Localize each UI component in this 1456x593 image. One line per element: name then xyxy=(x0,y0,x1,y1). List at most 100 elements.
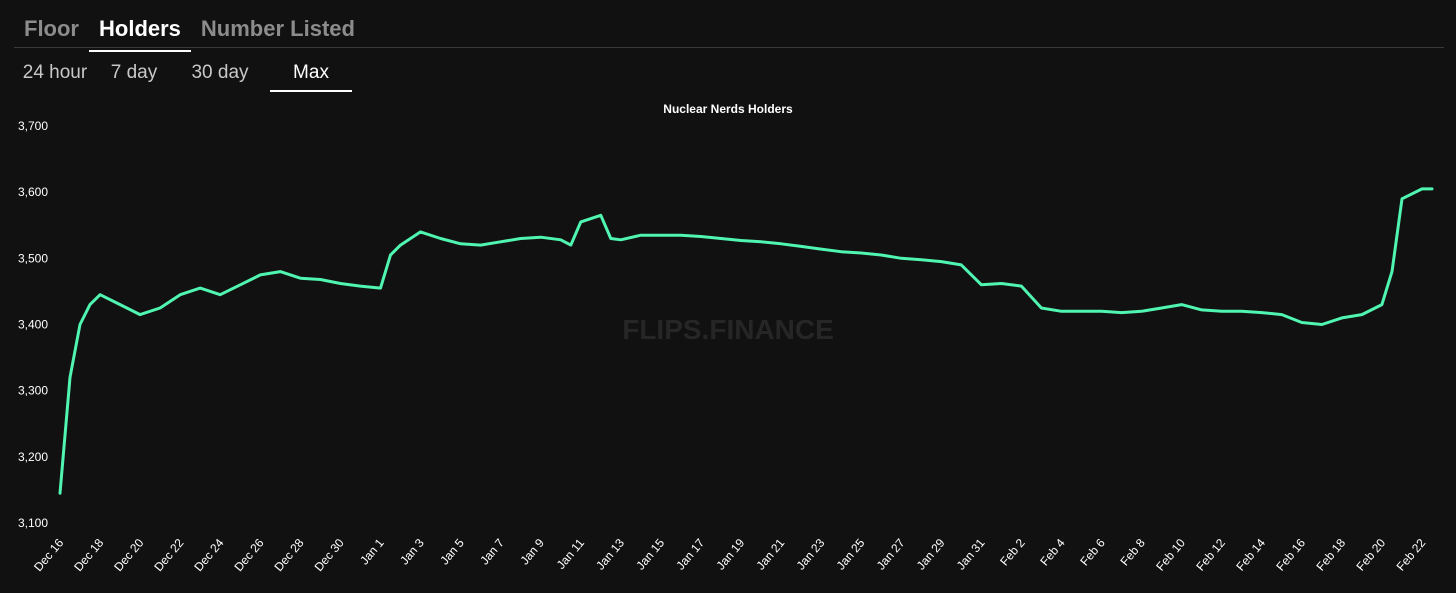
range-max[interactable]: Max xyxy=(270,60,352,92)
data-point xyxy=(58,492,62,495)
data-point xyxy=(599,214,602,217)
data-point xyxy=(1220,310,1223,313)
chart-title: Nuclear Nerds Holders xyxy=(663,102,793,116)
data-point xyxy=(1180,303,1183,306)
x-tick-label: Feb 6 xyxy=(1077,536,1108,569)
data-point xyxy=(1280,313,1284,316)
data-point xyxy=(920,258,923,261)
data-point xyxy=(819,247,823,251)
data-point xyxy=(960,263,963,267)
data-point xyxy=(1240,310,1243,313)
data-point xyxy=(860,251,863,255)
data-point xyxy=(1400,197,1404,200)
y-tick-label: 3,200 xyxy=(18,450,48,464)
x-tick-label: Dec 28 xyxy=(271,536,306,574)
data-point xyxy=(1080,310,1083,313)
series-group xyxy=(58,187,1434,495)
data-point xyxy=(900,257,903,260)
tab-number-listed[interactable]: Number Listed xyxy=(200,16,355,41)
data-point xyxy=(399,243,402,247)
y-tick-label: 3,600 xyxy=(18,185,48,199)
y-tick-label: 3,700 xyxy=(18,119,48,133)
data-point xyxy=(1060,310,1063,313)
data-point xyxy=(1200,308,1203,312)
x-tick-label: Jan 31 xyxy=(954,536,988,573)
x-tick-label: Dec 30 xyxy=(312,536,347,574)
holders-chart: Nuclear Nerds Holders FLIPS.FINANCE 3,10… xyxy=(18,102,1434,574)
data-point xyxy=(880,253,883,257)
range-24-hour[interactable]: 24 hour xyxy=(22,62,88,83)
data-point xyxy=(419,230,422,234)
data-point xyxy=(739,239,743,242)
x-tick-label: Jan 7 xyxy=(477,536,507,568)
data-point xyxy=(239,283,242,286)
data-point xyxy=(379,286,382,290)
x-tick-label: Jan 1 xyxy=(357,536,387,568)
data-point xyxy=(1430,187,1434,191)
data-point xyxy=(940,260,943,263)
data-point xyxy=(1040,306,1043,310)
metric-tabs: Floor Holders Number Listed xyxy=(14,14,365,52)
data-point xyxy=(559,238,562,241)
data-point xyxy=(319,278,322,281)
data-point xyxy=(839,250,843,253)
y-axis: 3,100 3,200 3,300 3,400 3,500 3,600 3,700 xyxy=(18,119,48,530)
y-tick-label: 3,500 xyxy=(18,251,48,265)
data-point xyxy=(439,237,442,240)
data-point xyxy=(1000,282,1003,285)
x-tick-label: Jan 25 xyxy=(834,536,868,573)
data-point xyxy=(519,237,522,240)
y-tick-label: 3,300 xyxy=(18,384,48,398)
x-tick-label: Jan 21 xyxy=(753,536,787,573)
x-tick-label: Feb 8 xyxy=(1117,536,1148,569)
x-tick-label: Dec 22 xyxy=(151,536,186,574)
x-tick-label: Jan 3 xyxy=(397,536,427,568)
x-axis: Dec 16 Dec 18 Dec 20 Dec 22 Dec 24 Dec 26 Dec … xyxy=(31,536,1428,574)
y-tick-label: 3,100 xyxy=(18,516,48,530)
data-point xyxy=(98,293,102,296)
data-point xyxy=(219,293,222,296)
data-point xyxy=(1420,187,1424,191)
x-tick-label: Feb 4 xyxy=(1037,536,1068,569)
x-tick-label: Feb 20 xyxy=(1354,536,1389,574)
data-point xyxy=(359,284,362,288)
x-tick-label: Dec 16 xyxy=(31,536,66,574)
data-point xyxy=(799,245,803,248)
data-point xyxy=(699,235,703,238)
tab-floor[interactable]: Floor xyxy=(24,16,79,41)
data-point xyxy=(138,313,142,316)
x-tick-label: Feb 18 xyxy=(1313,536,1348,574)
data-point xyxy=(78,323,82,326)
x-tick-label: Feb 10 xyxy=(1153,536,1188,574)
data-point xyxy=(389,253,392,257)
data-point xyxy=(539,236,542,239)
data-point xyxy=(619,238,622,241)
data-point xyxy=(609,237,612,240)
x-tick-label: Jan 23 xyxy=(794,536,828,573)
data-point xyxy=(579,220,582,224)
x-tick-label: Jan 9 xyxy=(517,536,547,568)
data-point xyxy=(259,273,262,277)
data-point xyxy=(339,282,342,285)
range-7-day[interactable]: 7 day xyxy=(110,62,158,83)
data-point xyxy=(1260,311,1264,314)
series-line xyxy=(58,187,1434,495)
data-point xyxy=(679,234,683,237)
data-point xyxy=(1390,270,1394,273)
data-point xyxy=(759,240,763,243)
data-point xyxy=(569,243,572,247)
data-point xyxy=(1300,321,1304,324)
range-selector: 24 hour 7 day 30 day Max xyxy=(12,60,352,92)
data-point xyxy=(499,240,502,243)
x-tick-label: Jan 19 xyxy=(713,536,747,573)
x-tick-label: Jan 13 xyxy=(593,536,627,573)
data-point xyxy=(980,283,983,286)
data-point xyxy=(1100,310,1103,313)
x-tick-label: Jan 15 xyxy=(633,536,667,573)
data-point xyxy=(279,270,282,273)
data-point xyxy=(88,303,92,306)
x-tick-label: Dec 20 xyxy=(111,536,146,574)
data-point xyxy=(639,234,643,237)
range-30-day[interactable]: 30 day xyxy=(191,62,249,83)
tab-holders[interactable]: Holders xyxy=(89,14,191,52)
